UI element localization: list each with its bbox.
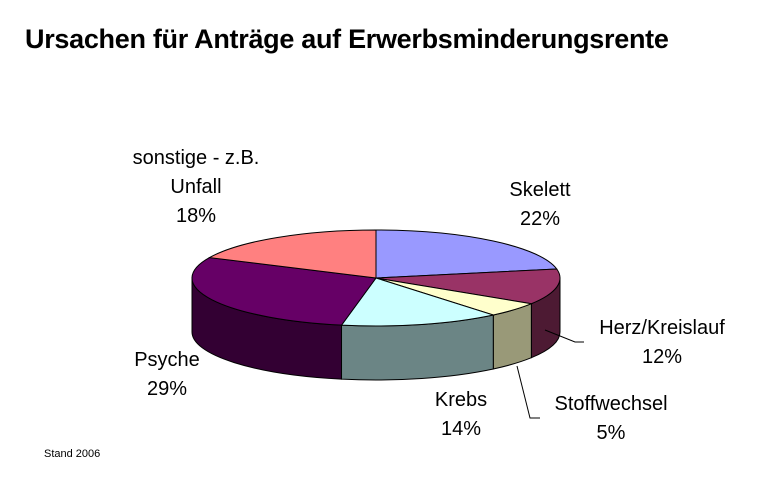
slice-value-0: 22% xyxy=(520,208,560,230)
pie-slice-0 xyxy=(375,229,558,279)
slice-value-3: 14% xyxy=(441,418,481,440)
slice-label-4: Psyche xyxy=(134,349,200,371)
slice-label-5-line-1: Unfall xyxy=(170,176,221,198)
slice-label-0: Skelett xyxy=(509,179,571,201)
slice-label-1: Herz/Kreislauf xyxy=(599,317,725,339)
leader-line-2 xyxy=(516,365,540,419)
slice-value-5: 18% xyxy=(176,205,216,227)
slice-label-5-line-0: sonstige - z.B. xyxy=(133,147,260,169)
slice-value-1: 12% xyxy=(642,346,682,368)
pie-slice-5 xyxy=(207,229,377,279)
slice-label-2: Stoffwechsel xyxy=(554,393,667,415)
pie-sides xyxy=(191,277,561,381)
leader-line-1 xyxy=(544,329,584,343)
slice-value-4: 29% xyxy=(147,378,187,400)
pie-slice-4 xyxy=(191,257,377,326)
chart-title: Ursachen für Anträge auf Erwerbsminderun… xyxy=(25,24,669,54)
footnote: Stand 2006 xyxy=(44,448,101,460)
slice-labels: Skelett 22% Herz/Kreislauf 12% Stoffwechsel 5… xyxy=(133,147,726,444)
slice-value-2: 5% xyxy=(597,422,626,444)
pie-slices xyxy=(191,229,561,327)
pie-slice-1 xyxy=(375,268,561,305)
leader-lines xyxy=(516,329,584,419)
slice-label-3: Krebs xyxy=(435,389,487,411)
pie-slice-3 xyxy=(340,277,496,327)
